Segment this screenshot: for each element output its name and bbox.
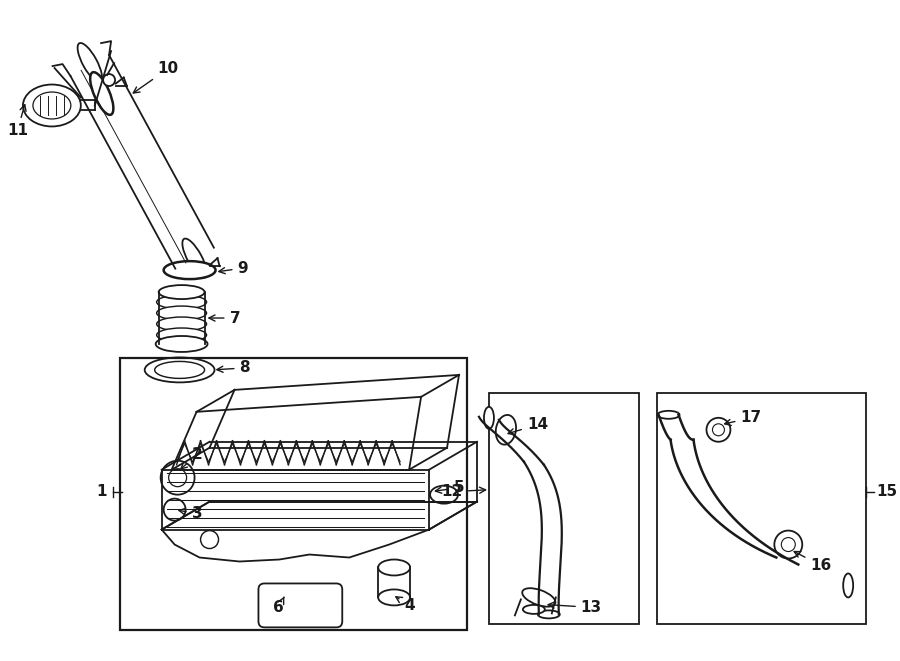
Ellipse shape [23, 85, 81, 126]
Bar [489, 393, 639, 625]
Ellipse shape [484, 407, 494, 429]
Ellipse shape [183, 239, 207, 278]
Text: 11: 11 [7, 104, 28, 138]
Text: 17: 17 [724, 410, 761, 426]
Circle shape [706, 418, 731, 442]
Text: 8: 8 [217, 360, 250, 375]
Ellipse shape [90, 72, 113, 115]
Text: 9: 9 [219, 260, 248, 276]
Ellipse shape [157, 317, 207, 331]
Circle shape [164, 498, 185, 521]
Ellipse shape [157, 328, 207, 342]
Text: 6: 6 [274, 597, 284, 615]
Circle shape [774, 531, 802, 559]
FancyBboxPatch shape [258, 584, 342, 627]
Text: 15: 15 [876, 484, 897, 499]
Circle shape [161, 461, 194, 494]
Text: 3: 3 [179, 506, 203, 521]
Ellipse shape [158, 285, 204, 299]
Text: 13: 13 [548, 600, 602, 615]
Text: 4: 4 [396, 597, 415, 613]
Ellipse shape [378, 590, 410, 605]
Ellipse shape [155, 362, 204, 378]
Ellipse shape [538, 610, 560, 619]
Ellipse shape [157, 306, 207, 320]
Ellipse shape [430, 486, 458, 504]
Ellipse shape [523, 605, 544, 614]
Text: 10: 10 [133, 61, 179, 93]
Text: 1: 1 [96, 484, 107, 499]
Ellipse shape [157, 295, 207, 309]
Ellipse shape [77, 43, 102, 82]
Text: 2: 2 [181, 447, 202, 469]
Ellipse shape [145, 358, 214, 382]
Ellipse shape [522, 588, 555, 607]
Text: 7: 7 [209, 311, 240, 325]
Ellipse shape [164, 261, 215, 279]
Circle shape [104, 74, 115, 86]
Ellipse shape [496, 415, 516, 445]
Bar [120, 358, 467, 631]
Text: 12: 12 [442, 484, 486, 499]
Ellipse shape [156, 336, 208, 352]
Bar [657, 393, 866, 625]
Ellipse shape [843, 574, 853, 598]
Text: 5: 5 [436, 480, 464, 495]
Ellipse shape [378, 559, 410, 576]
Text: 16: 16 [794, 551, 832, 573]
Text: 14: 14 [508, 417, 548, 435]
Ellipse shape [658, 411, 680, 419]
